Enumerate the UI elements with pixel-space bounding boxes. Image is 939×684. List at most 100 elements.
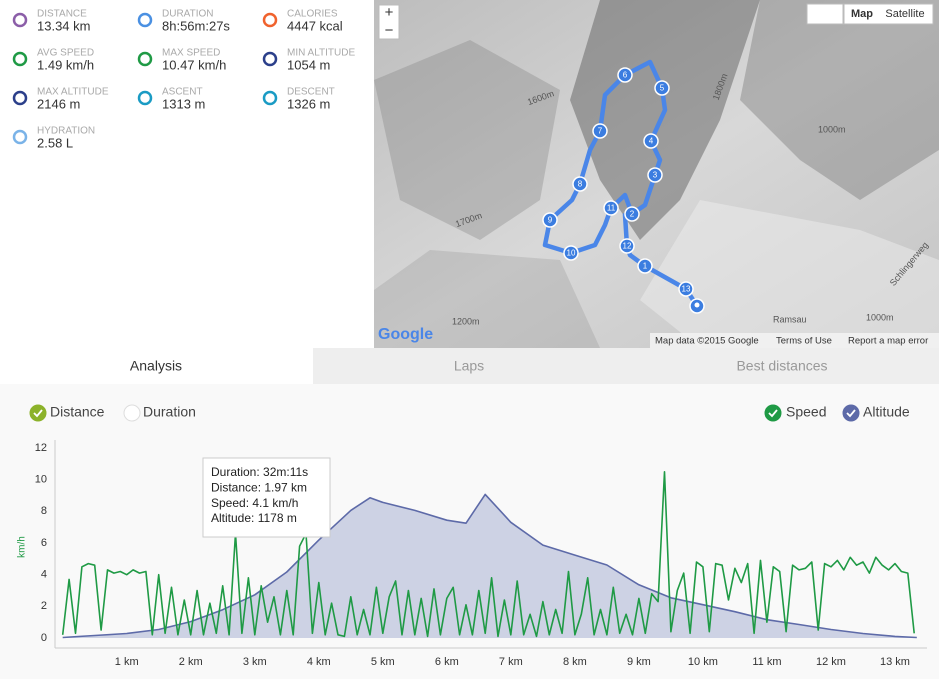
route-marker-label: 7 (598, 127, 603, 136)
route-marker-label: 2 (630, 210, 635, 219)
map-logo: Google (378, 326, 433, 343)
stat-icon (262, 51, 278, 67)
y-tick-label: 10 (35, 474, 47, 486)
stat-value: 4447 kcal (287, 18, 343, 33)
route-marker-label: 9 (548, 216, 553, 225)
legend-entry[interactable]: Altitude (863, 404, 910, 420)
tab[interactable]: Analysis (130, 358, 182, 374)
toggle-checkbox[interactable] (764, 404, 782, 422)
y-tick-label: 4 (41, 569, 47, 581)
x-tick-label: 3 km (243, 656, 267, 668)
stat-value: 1.49 km/h (37, 57, 94, 72)
route-marker[interactable] (647, 167, 663, 183)
x-tick-label: 11 km (752, 656, 781, 668)
stat-label: MAX ALTITUDE (37, 87, 109, 98)
x-tick-label: 2 km (179, 656, 203, 668)
tooltip-line: Altitude: 1178 m (211, 511, 297, 525)
tooltip-line: Duration: 32m:11s (211, 465, 308, 479)
altitude-area (62, 494, 917, 638)
route-marker-label: 5 (660, 84, 665, 93)
route-marker[interactable] (654, 80, 670, 96)
stat-icon (12, 129, 28, 145)
terrain (374, 40, 560, 240)
route-marker[interactable] (542, 212, 558, 228)
y-tick-label: 8 (41, 505, 47, 517)
toggle-checkmark (33, 409, 43, 418)
route-marker[interactable] (643, 133, 659, 149)
route-marker[interactable] (617, 67, 633, 83)
stat-icon (137, 51, 153, 67)
map-attribution[interactable]: Terms of Use (776, 336, 832, 347)
x-mode-toggle[interactable]: Duration (143, 404, 196, 420)
route-marker-label: 4 (649, 137, 654, 146)
stat-label: MIN ALTITUDE (287, 48, 355, 59)
stat-label: DISTANCE (37, 9, 87, 20)
route-marker[interactable] (572, 176, 588, 192)
route-marker[interactable] (624, 206, 640, 222)
toggle-checkmark (846, 409, 856, 418)
route-marker-label: 6 (623, 71, 628, 80)
map-type-control (843, 3, 934, 25)
x-tick-label: 8 km (563, 656, 587, 668)
terrain (570, 0, 760, 240)
route (542, 59, 699, 308)
attribution-bar (650, 333, 939, 348)
map-place-label: 1000m (866, 312, 894, 322)
map-place-label: 1000m (818, 124, 846, 134)
stat-value: 8h:56m:27s (162, 18, 230, 33)
route-marker[interactable] (637, 258, 653, 274)
route-marker[interactable] (563, 245, 579, 261)
route-marker[interactable] (603, 200, 619, 216)
toggle-checkbox[interactable] (29, 404, 47, 422)
toggle-checkbox[interactable] (842, 404, 860, 422)
map-attribution[interactable]: Report a map error (848, 336, 928, 347)
route-marker-label: 1 (643, 262, 648, 271)
legend-entry[interactable]: Speed (786, 404, 826, 420)
stat-label: MAX SPEED (162, 48, 220, 59)
route-marker[interactable] (678, 281, 694, 297)
map-place-label: Ramsau (773, 314, 807, 324)
stat-value: 10.47 km/h (162, 57, 226, 72)
terrain (374, 250, 600, 348)
stat-icon (137, 12, 153, 28)
stat-value: 1326 m (287, 96, 330, 111)
zoom-out[interactable]: − (385, 22, 394, 39)
stat-icon (137, 90, 153, 106)
x-tick-label: 13 km (880, 656, 910, 668)
stat-label: ASCENT (162, 87, 203, 98)
terrain (740, 0, 939, 200)
start-pin-dot (694, 302, 700, 308)
stat-value: 13.34 km (37, 18, 90, 33)
x-tick-label: 4 km (307, 656, 331, 668)
active-tab[interactable] (0, 348, 313, 384)
map-type[interactable]: Satellite (885, 8, 924, 20)
tooltip-line: Distance: 1.97 km (211, 480, 307, 494)
stat-label: CALORIES (287, 9, 338, 20)
series-line (62, 493, 917, 639)
stat-label: DESCENT (287, 87, 335, 98)
route-marker-label: 11 (607, 204, 616, 213)
y-tick-label: 2 (41, 600, 47, 612)
x-mode-toggle[interactable]: Distance (50, 404, 105, 420)
tooltip-line: Speed: 4.1 km/h (211, 496, 298, 510)
map-place-label: 1200m (452, 316, 480, 326)
stat-value: 1054 m (287, 57, 330, 72)
stat-label: DURATION (162, 9, 213, 20)
tab[interactable]: Laps (454, 358, 484, 374)
route-marker[interactable] (619, 238, 635, 254)
route-marker[interactable] (592, 123, 608, 139)
map-type[interactable]: Map (851, 8, 873, 20)
stat-value: 1313 m (162, 96, 205, 111)
stat-label: AVG SPEED (37, 48, 94, 59)
route-marker-label: 10 (567, 249, 576, 258)
tab[interactable]: Best distances (736, 358, 827, 374)
stat-value: 2146 m (37, 96, 80, 111)
fullscreen-button[interactable] (806, 3, 844, 25)
zoom-in[interactable]: + (385, 4, 394, 21)
stat-label: HYDRATION (37, 126, 95, 137)
y-tick-label: 12 (35, 442, 47, 454)
toggle-checkbox[interactable] (123, 404, 141, 422)
tooltip (202, 457, 331, 538)
stat-value: 2.58 L (37, 135, 73, 150)
